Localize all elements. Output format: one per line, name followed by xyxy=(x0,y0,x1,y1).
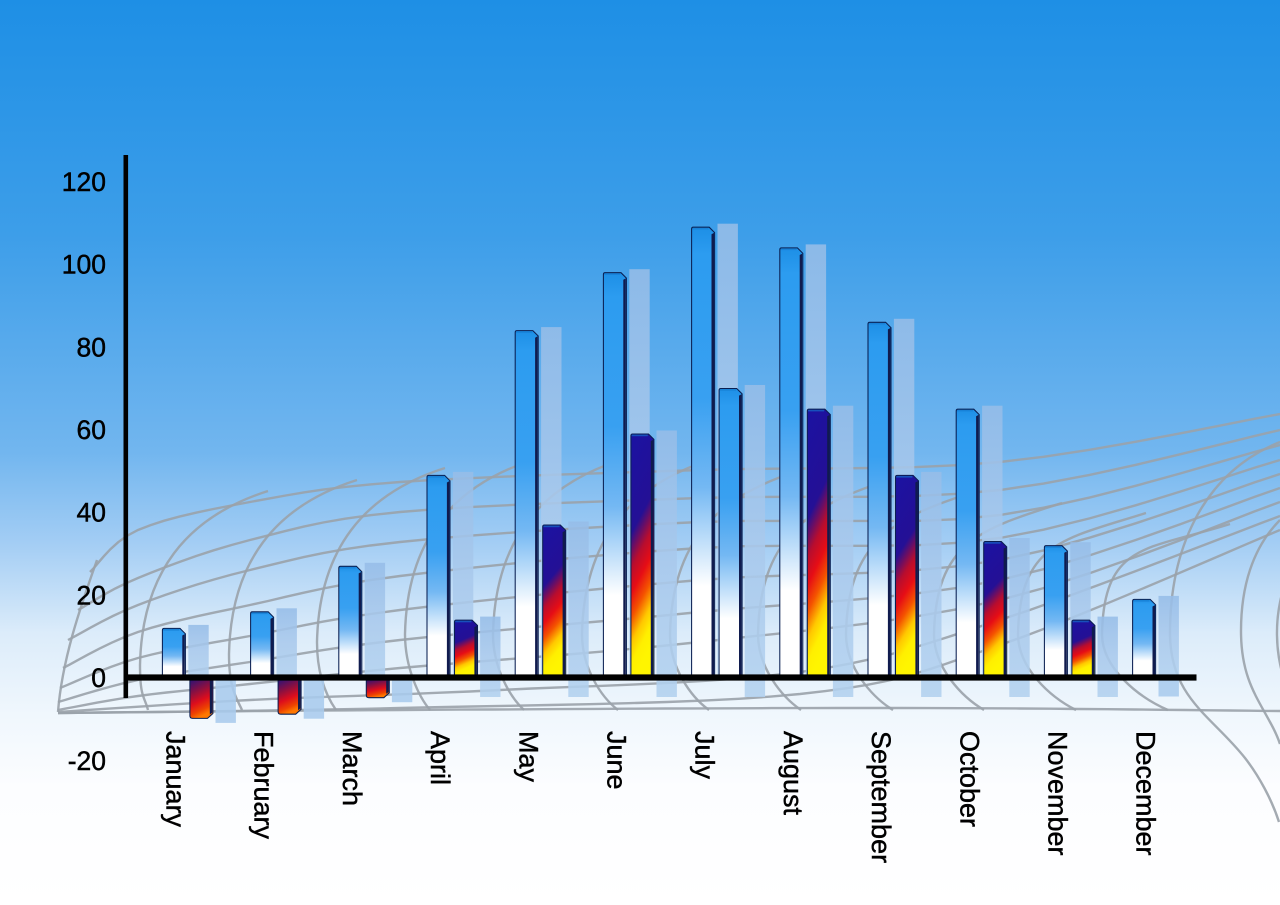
svg-text:June: June xyxy=(602,731,632,790)
svg-text:November: November xyxy=(1043,731,1073,856)
svg-text:May: May xyxy=(513,731,543,783)
svg-text:20: 20 xyxy=(77,580,106,610)
svg-text:120: 120 xyxy=(62,167,106,197)
svg-text:August: August xyxy=(778,731,808,816)
svg-text:40: 40 xyxy=(77,498,106,528)
svg-text:September: September xyxy=(866,731,896,863)
svg-text:October: October xyxy=(954,731,984,827)
svg-text:July: July xyxy=(690,731,720,780)
svg-text:February: February xyxy=(249,731,279,840)
svg-text:60: 60 xyxy=(77,415,106,445)
svg-text:0: 0 xyxy=(91,663,106,693)
svg-text:January: January xyxy=(161,731,191,828)
svg-text:100: 100 xyxy=(62,250,106,280)
svg-text:April: April xyxy=(425,731,455,785)
svg-text:80: 80 xyxy=(77,332,106,362)
svg-text:-20: -20 xyxy=(68,746,106,776)
svg-text:December: December xyxy=(1131,731,1161,856)
svg-text:March: March xyxy=(337,731,367,806)
